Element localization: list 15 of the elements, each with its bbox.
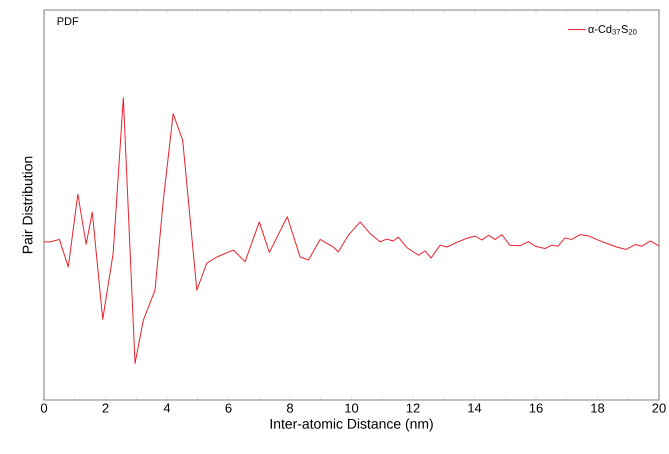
x-tick-label: 16 — [530, 404, 543, 413]
legend-label: α-Cd$_{37}$S$_{20}$ — [588, 24, 637, 35]
x-tick-label: 2 — [102, 404, 108, 413]
x-tick-label: 8 — [286, 404, 294, 413]
x-tick-label: 18 — [591, 404, 604, 413]
y-axis-title: Pair Distribution — [22, 156, 32, 254]
x-tick-label: 14 — [468, 404, 482, 412]
x-tick-label: 4 — [164, 404, 170, 412]
x-tick-label: 20 — [652, 404, 666, 413]
x-axis-title: Inter-atomic Distance (nm) — [270, 418, 433, 432]
x-tick-label: 10 — [345, 404, 358, 413]
x-tick-label: 6 — [226, 404, 232, 413]
chart-title: PDF — [58, 17, 78, 25]
x-tick-label: 12 — [406, 404, 420, 413]
x-tick-label: 0 — [40, 404, 48, 413]
